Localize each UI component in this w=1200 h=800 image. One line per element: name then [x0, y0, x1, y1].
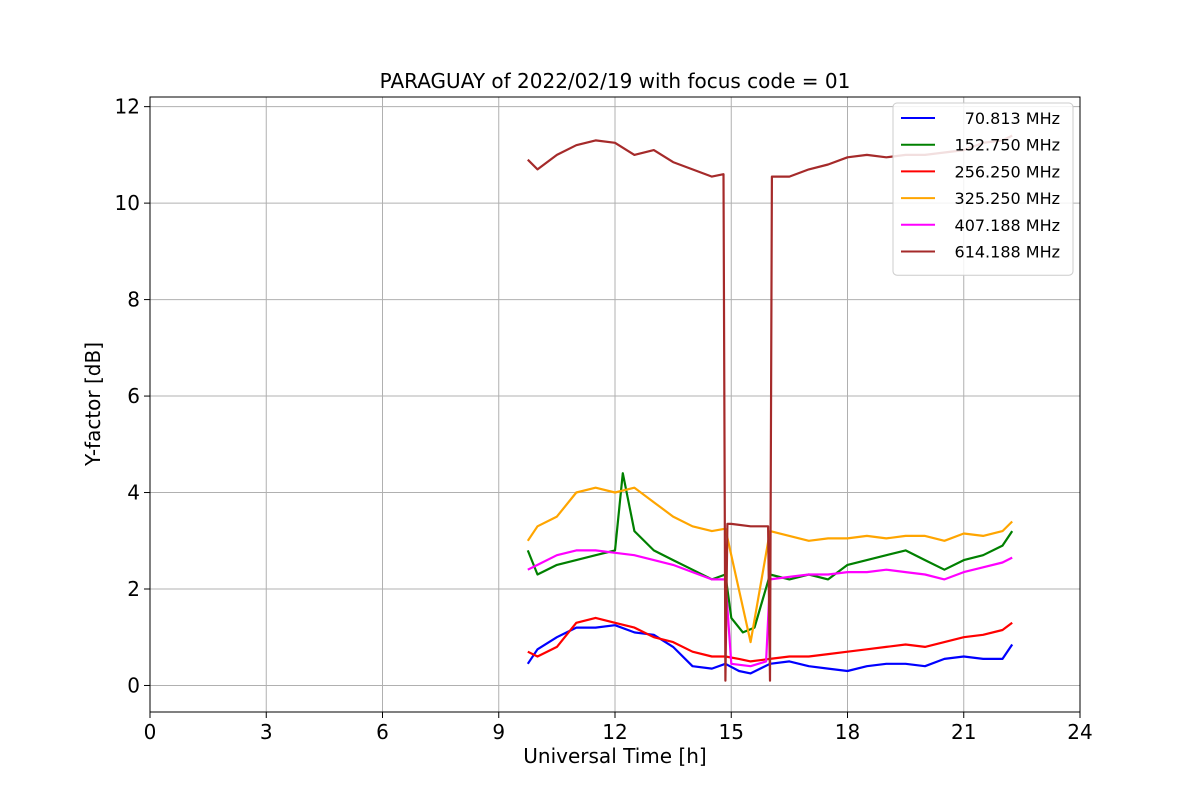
legend-label: 256.250 MHz — [955, 162, 1060, 181]
y-tick-label: 12 — [115, 95, 140, 119]
chart-title: PARAGUAY of 2022/02/19 with focus code =… — [380, 69, 851, 93]
x-tick-label: 0 — [144, 720, 157, 744]
y-tick-label: 0 — [127, 673, 140, 697]
legend-box — [892, 102, 1074, 276]
x-tick-label: 3 — [260, 720, 273, 744]
legend: 70.813 MHz 152.750 MHz 256.250 MHz 325.250 … — [892, 102, 1074, 276]
x-tick-label: 24 — [1067, 720, 1092, 744]
y-axis: 0 2 4 6 8 10 12 — [115, 95, 150, 697]
series-line-5 — [527, 549, 1013, 668]
x-tick-label: 15 — [719, 720, 744, 744]
legend-label: 407.188 MHz — [955, 216, 1060, 235]
series-line-3 — [527, 616, 1013, 663]
y-axis-label: Y-factor [dB] — [81, 342, 105, 467]
y-tick-label: 2 — [127, 577, 140, 601]
y-tick-label: 6 — [127, 384, 140, 408]
legend-label: 614.188 MHz — [955, 243, 1060, 262]
x-tick-label: 9 — [492, 720, 505, 744]
x-tick-label: 18 — [835, 720, 860, 744]
y-tick-label: 4 — [127, 481, 140, 505]
x-tick-label: 21 — [951, 720, 976, 744]
x-tick-label: 12 — [602, 720, 627, 744]
legend-label: 70.813 MHz — [965, 109, 1060, 128]
y-tick-label: 8 — [127, 288, 140, 312]
legend-label: 152.750 MHz — [955, 136, 1060, 155]
x-axis: 0 3 6 9 12 15 18 21 24 — [144, 712, 1093, 744]
x-tick-label: 6 — [376, 720, 389, 744]
x-axis-label: Universal Time [h] — [523, 744, 706, 768]
series-line-1 — [526, 624, 1014, 675]
y-tick-label: 10 — [115, 191, 140, 215]
legend-label: 325.250 MHz — [955, 189, 1060, 208]
